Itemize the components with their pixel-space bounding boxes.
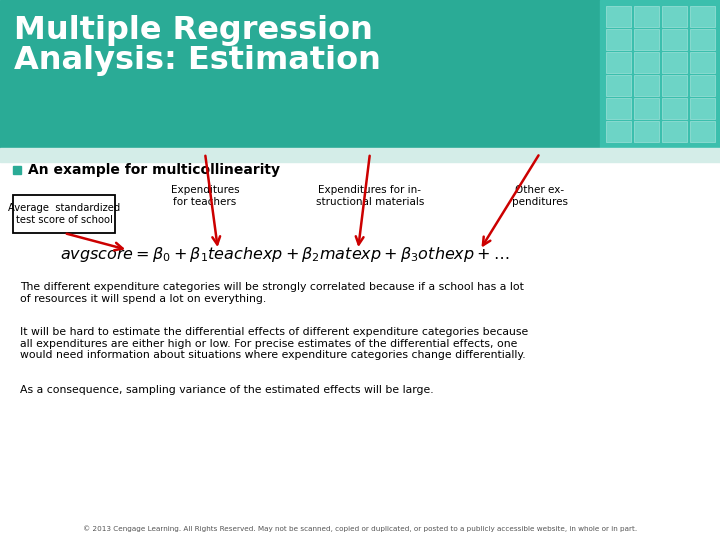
- Bar: [606, 29, 631, 50]
- Text: Analysis: Estimation: Analysis: Estimation: [14, 44, 381, 76]
- Bar: [634, 75, 659, 96]
- Bar: [606, 98, 631, 119]
- Text: Multiple Regression: Multiple Regression: [14, 15, 373, 45]
- Bar: [634, 121, 659, 142]
- Bar: [606, 52, 631, 73]
- Bar: [690, 6, 715, 27]
- Text: Other ex-
penditures: Other ex- penditures: [512, 185, 568, 207]
- Bar: [690, 75, 715, 96]
- Bar: [690, 121, 715, 142]
- Bar: [662, 52, 687, 73]
- Bar: [634, 98, 659, 119]
- Bar: [662, 75, 687, 96]
- Text: Expenditures for in-
structional materials: Expenditures for in- structional materia…: [316, 185, 424, 207]
- Bar: [690, 29, 715, 50]
- Bar: [0, 148, 720, 162]
- Bar: [0, 0, 640, 148]
- Bar: [690, 98, 715, 119]
- Text: An example for multicollinearity: An example for multicollinearity: [28, 163, 280, 177]
- Text: $avgscore = \beta_0+\beta_1teachexp+\beta_2matexp+\beta_3othexp+\ldots$: $avgscore = \beta_0+\beta_1teachexp+\bet…: [60, 246, 510, 265]
- Text: Expenditures
for teachers: Expenditures for teachers: [171, 185, 239, 207]
- Bar: [662, 121, 687, 142]
- Bar: [13, 195, 115, 233]
- Bar: [662, 98, 687, 119]
- Bar: [634, 29, 659, 50]
- Bar: [634, 6, 659, 27]
- Bar: [606, 121, 631, 142]
- Bar: [662, 29, 687, 50]
- Text: The different expenditure categories will be strongly correlated because if a sc: The different expenditure categories wil…: [20, 282, 524, 303]
- Bar: [634, 52, 659, 73]
- Bar: [606, 75, 631, 96]
- Bar: [690, 52, 715, 73]
- Bar: [13, 166, 21, 174]
- Text: It will be hard to estimate the differential effects of different expenditure ca: It will be hard to estimate the differen…: [20, 327, 528, 360]
- Bar: [606, 6, 631, 27]
- Text: As a consequence, sampling variance of the estimated effects will be large.: As a consequence, sampling variance of t…: [20, 385, 433, 395]
- Text: Average  standardized
test score of school: Average standardized test score of schoo…: [8, 203, 120, 225]
- Bar: [600, 0, 720, 158]
- Bar: [662, 6, 687, 27]
- Text: © 2013 Cengage Learning. All Rights Reserved. May not be scanned, copied or dupl: © 2013 Cengage Learning. All Rights Rese…: [83, 525, 637, 532]
